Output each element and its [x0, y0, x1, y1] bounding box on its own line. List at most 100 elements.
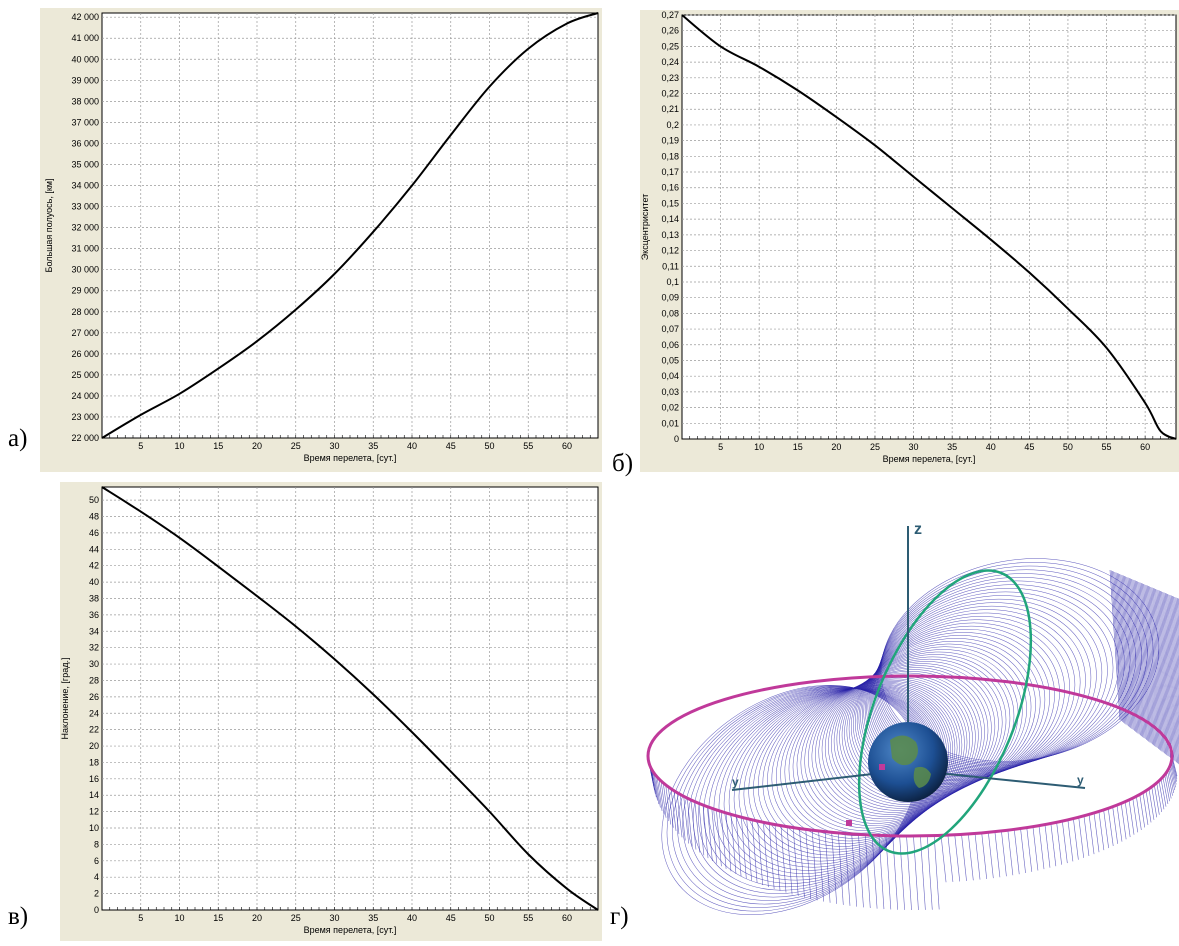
orbit-mesh-line — [994, 831, 1001, 878]
orbit-mesh-line — [1132, 579, 1144, 738]
orbit-mesh-line — [1128, 799, 1135, 835]
orbit-mesh-line — [892, 835, 899, 910]
orbit-mesh-line — [1136, 580, 1147, 740]
y-tick-label: 46 — [89, 528, 99, 538]
orbit-mesh-line — [653, 772, 660, 805]
orbit-mesh-line — [716, 809, 722, 867]
orbit-mesh-line — [1157, 589, 1169, 757]
y-tick-label: 31 000 — [71, 244, 99, 254]
orbit-mesh-line — [720, 811, 727, 869]
orbit-mesh-line — [757, 686, 947, 853]
x-tick-label: 40 — [407, 913, 417, 923]
orbit-mesh-line — [661, 685, 919, 915]
orbit-mesh-line — [885, 835, 892, 910]
orbit-mesh-line — [1139, 794, 1146, 828]
y-tick-label: 32 — [89, 643, 99, 653]
orbit-mesh-line — [1067, 819, 1074, 862]
y-tick-label: 0,24 — [661, 57, 679, 67]
y-tick-label: 42 000 — [71, 12, 99, 22]
y-tick-label: 18 — [89, 757, 99, 767]
y-tick-label: 0,03 — [661, 387, 679, 397]
orbit-mesh-line — [1166, 593, 1177, 763]
orbit-mesh-line — [1138, 581, 1150, 742]
y-tick-label: 36 000 — [71, 138, 99, 148]
orbit-mesh-line — [1161, 591, 1172, 759]
x-axis-title: Время перелета, [сут.] — [304, 925, 397, 935]
y-tick-label: 0,12 — [661, 246, 679, 256]
orbit-mesh-line — [1162, 591, 1174, 760]
orbit-mesh-line — [1169, 766, 1176, 791]
orbit-mesh-line — [1152, 587, 1164, 753]
panel-label-b: б) — [612, 450, 634, 477]
orbit-mesh-line — [869, 602, 1092, 776]
orbit-mesh-line — [1103, 809, 1109, 849]
y-tick-label: 16 — [89, 774, 99, 784]
x-tick-label: 25 — [291, 441, 301, 451]
plot-area — [101, 486, 599, 911]
orbit-mesh-line — [856, 632, 1046, 789]
y-tick-label: 0,22 — [661, 89, 679, 99]
x-tick-label: 10 — [174, 913, 184, 923]
orbit-mesh-line — [1142, 583, 1153, 745]
x-tick-label: 60 — [1140, 442, 1150, 452]
x-tick-label: 10 — [174, 441, 184, 451]
orbit-mesh-line — [780, 683, 958, 839]
chart-a: 5 10 15 20 25 30 35 40 45 50 55 60 22 000 23 000 24 00… — [44, 12, 599, 463]
orbit-mesh-line — [698, 803, 705, 856]
orbit-mesh-line — [1164, 774, 1170, 802]
y-tick-label: 41 000 — [71, 33, 99, 43]
orbit-mesh-line — [670, 788, 677, 831]
orbit-mesh-line — [844, 833, 851, 906]
orbit-mesh-line — [655, 774, 661, 808]
orbit-mesh-line — [818, 830, 824, 902]
y-tick-label: 0,18 — [661, 151, 679, 161]
y-tick-label: 23 000 — [71, 412, 99, 422]
orbit-mesh-line — [687, 687, 926, 898]
orbit-mesh-line — [1078, 817, 1085, 858]
orbit-mesh-line — [1050, 823, 1057, 867]
series-line — [101, 486, 599, 911]
x-tick-label: 35 — [368, 441, 378, 451]
y-tick-label: 37 000 — [71, 117, 99, 127]
orbit-mesh-line — [730, 814, 737, 874]
orbit-mesh-line — [954, 834, 961, 882]
y-tick-label: 44 — [89, 544, 99, 554]
orbit-mesh-line — [799, 828, 805, 898]
orbit-mesh-line — [880, 558, 1160, 762]
orbit-mesh-line — [1156, 589, 1168, 756]
orbit-mesh-line — [871, 835, 878, 909]
x-axis-title: Время перелета, [сут.] — [883, 454, 976, 464]
y-tick-label: 0,23 — [661, 73, 679, 83]
orbit-mesh-line — [690, 799, 697, 850]
orbit-mesh-line — [768, 823, 775, 890]
satellite-marker — [846, 820, 852, 826]
y-tick-label: 35 000 — [71, 159, 99, 169]
orbit-mesh-line — [1171, 760, 1177, 782]
y-tick-label: 2 — [94, 889, 99, 899]
y-tick-label: 22 — [89, 725, 99, 735]
orbit-mesh-line — [1165, 772, 1172, 799]
x-tick-label: 5 — [718, 442, 723, 452]
orbit-mesh-line — [1109, 569, 1121, 721]
orbit-mesh-line — [1149, 586, 1160, 750]
panel-label-a: а) — [8, 425, 28, 452]
orbit-mesh-line — [1107, 808, 1114, 847]
orbit-mesh-line — [1156, 782, 1163, 813]
orbit-mesh-line — [725, 812, 732, 872]
orbit-mesh-line — [1145, 584, 1157, 748]
orbit-mesh-line — [968, 833, 974, 881]
orbit-mesh-line — [1093, 812, 1100, 853]
chart-v-frame: 5 10 15 20 25 30 35 40 45 50 55 60 0 2 4 6 8 10 12 14 16 18 20… — [60, 482, 602, 941]
x-tick-label: 50 — [484, 441, 494, 451]
orbit-mesh-line — [665, 784, 671, 825]
panel-label-v: в) — [8, 903, 29, 930]
y-tick-label: 20 — [89, 741, 99, 751]
earth-land — [890, 735, 918, 766]
orbit-mesh-line — [1098, 811, 1105, 851]
axis-label: y — [732, 775, 739, 789]
orbit-mesh-line — [1145, 790, 1152, 823]
orbit-mesh-line — [743, 687, 942, 862]
orbit-mesh-line — [757, 821, 763, 886]
chart-a-frame: 5 10 15 20 25 30 35 40 45 50 55 60 22 000 23 000 24 00… — [40, 8, 602, 472]
orbit-mesh-line — [1032, 826, 1039, 871]
